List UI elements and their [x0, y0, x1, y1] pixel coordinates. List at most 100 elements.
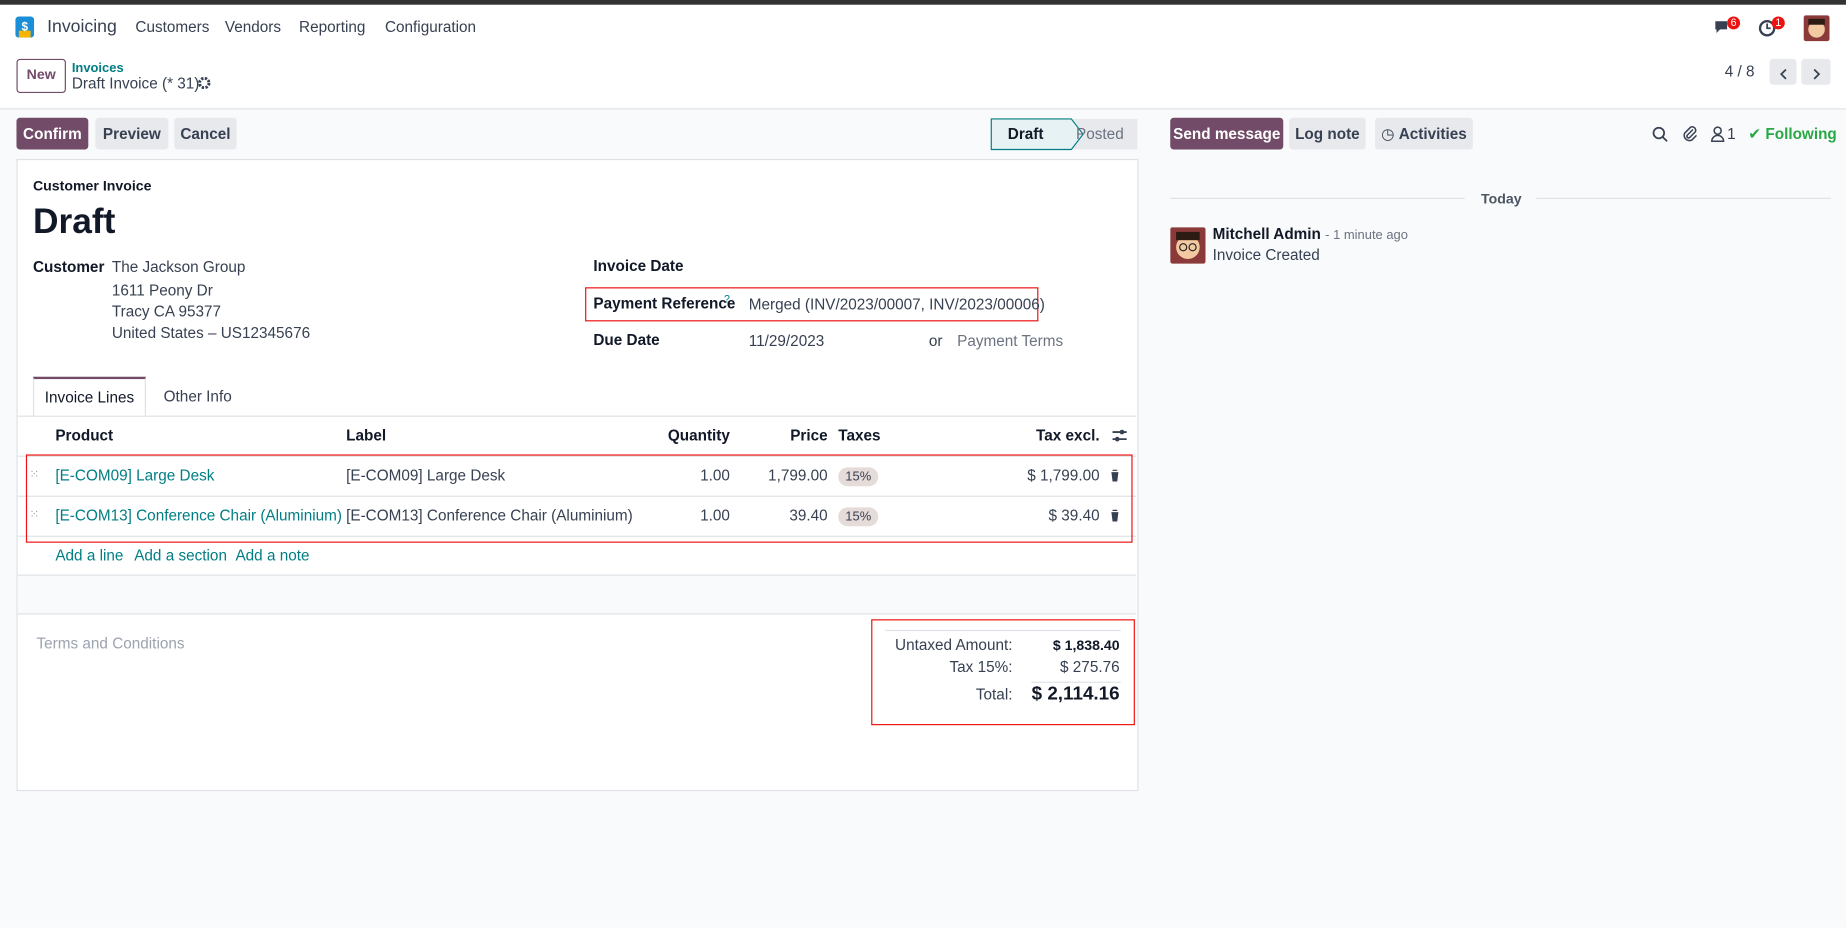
help-mark[interactable]: ? — [724, 293, 730, 305]
status-posted[interactable]: Posted — [1076, 124, 1124, 143]
drag-handle[interactable]: ⁙ — [29, 508, 39, 522]
column-header: Taxes — [838, 426, 881, 444]
row-line — [17, 455, 1137, 457]
tab-active[interactable]: Invoice Lines — [32, 376, 146, 416]
total-value: $ 1,838.40 — [1052, 636, 1120, 654]
row-line — [17, 535, 1137, 537]
table-footer — [17, 574, 1137, 615]
add-link[interactable]: Add a section — [134, 546, 227, 564]
date-separator: Today — [1481, 190, 1522, 208]
badge: 1 — [1771, 16, 1785, 30]
column-settings-icon[interactable] — [1111, 429, 1127, 443]
label-cell[interactable]: [E-COM09] Large Desk — [346, 466, 506, 484]
customer-line: United States – US12345676 — [111, 323, 311, 342]
subtotal-cell: $ 39.40 — [1048, 506, 1100, 524]
column-header: Quantity — [667, 426, 730, 444]
quantity-cell[interactable]: 1.00 — [700, 466, 730, 484]
customer-line: 1611 Peony Dr — [111, 281, 213, 300]
totals-line — [1031, 681, 1121, 683]
menu-item[interactable]: Vendors — [224, 17, 282, 36]
message-header: Mitchell Admin - 1 minute ago — [1213, 225, 1408, 245]
customer-line: Tracy CA 95377 — [111, 302, 222, 321]
total-label: Total: — [975, 685, 1013, 703]
message-body: Invoice Created — [1212, 246, 1320, 264]
tab[interactable]: Other Info — [163, 387, 232, 405]
payment-reference[interactable]: Merged (INV/2023/00007, INV/2023/00006) — [748, 295, 1045, 314]
status-bar — [990, 118, 1138, 151]
field-label: Invoice Date — [593, 256, 684, 275]
send-message-button[interactable]: Send message — [1170, 117, 1284, 150]
total-label: Untaxed Amount: — [895, 635, 1013, 654]
total-value: $ 2,114.16 — [1031, 684, 1120, 705]
following-status[interactable]: ✔ Following — [1748, 124, 1837, 143]
field-label: Customer — [32, 257, 105, 276]
subtotal-cell: $ 1,799.00 — [1027, 466, 1100, 484]
status-draft[interactable]: Draft — [1007, 124, 1044, 143]
followers-icon[interactable] — [1711, 126, 1725, 143]
menu-item[interactable]: Customers — [135, 17, 210, 36]
highlight-box — [25, 454, 1133, 543]
app-logo[interactable]: $ — [15, 16, 35, 38]
log-note-button[interactable]: Log note — [1289, 117, 1366, 150]
confirm-button[interactable]: Confirm — [16, 117, 89, 150]
total-value: $ 275.76 — [1060, 658, 1120, 676]
field-label: Payment Reference — [593, 294, 736, 312]
tax-tag[interactable]: 15% — [838, 467, 879, 487]
row-line — [17, 495, 1137, 497]
author-avatar — [1170, 227, 1206, 264]
preview-button[interactable]: Preview — [95, 117, 169, 150]
separator-line — [1170, 197, 1465, 199]
pager: 4 / 8 — [1724, 62, 1755, 81]
tax-tag[interactable]: 15% — [838, 507, 879, 527]
column-header: Label — [346, 426, 387, 444]
svg-text:$: $ — [21, 21, 28, 34]
column-header: Price — [790, 426, 828, 444]
payment-terms[interactable]: Payment Terms — [957, 331, 1064, 350]
price-cell[interactable]: 1,799.00 — [768, 466, 828, 484]
quantity-cell[interactable]: 1.00 — [700, 506, 730, 524]
search-icon[interactable] — [1652, 126, 1668, 142]
add-link[interactable]: Add a note — [235, 546, 310, 564]
tab-line — [17, 415, 1137, 417]
pager-next[interactable] — [1801, 58, 1831, 85]
user-avatar[interactable] — [1803, 15, 1830, 42]
app-name[interactable]: Invoicing — [47, 16, 117, 37]
breadcrumb-parent[interactable]: Invoices — [71, 61, 124, 76]
product-cell[interactable]: [E-COM13] Conference Chair (Aluminium) — [55, 506, 342, 524]
price-cell[interactable]: 39.40 — [789, 506, 828, 524]
message-time: - 1 minute ago — [1325, 228, 1408, 243]
form-sheet — [16, 158, 1139, 792]
pager-prev[interactable] — [1769, 58, 1797, 85]
gear-icon[interactable] — [198, 76, 211, 90]
top-strip — [0, 0, 1846, 5]
message-author[interactable]: Mitchell Admin — [1212, 224, 1321, 243]
cancel-button[interactable]: Cancel — [174, 117, 237, 150]
terms-placeholder[interactable]: Terms and Conditions — [36, 634, 185, 653]
product-cell[interactable]: [E-COM09] Large Desk — [55, 466, 215, 484]
delete-icon[interactable] — [1109, 509, 1121, 528]
menu-item[interactable]: Configuration — [384, 17, 477, 36]
invoice-state: Draft — [32, 202, 116, 242]
highlight-box — [585, 287, 1039, 322]
customer-line[interactable]: The Jackson Group — [111, 257, 246, 276]
followers-count[interactable]: 1 — [1727, 124, 1736, 143]
breadcrumb-current: Draft Invoice (* 31) — [71, 74, 200, 92]
activities-button[interactable]: ◷ Activities — [1375, 117, 1473, 150]
field-label: Due Date — [593, 330, 660, 349]
due-date[interactable]: 11/29/2023 — [748, 331, 825, 350]
attachment-icon[interactable] — [1681, 125, 1698, 143]
highlight-box — [871, 619, 1135, 726]
menu-item[interactable]: Reporting — [299, 17, 366, 36]
label-cell[interactable]: [E-COM13] Conference Chair (Aluminium) — [346, 506, 633, 524]
delete-icon[interactable] — [1109, 469, 1121, 488]
column-header: Product — [55, 426, 114, 444]
totals-line — [885, 629, 1121, 632]
new-button[interactable]: New — [16, 58, 66, 94]
drag-handle[interactable]: ⁙ — [29, 468, 39, 482]
or-text: or — [928, 331, 943, 350]
following-label: Following — [1765, 124, 1837, 143]
messages-icon[interactable] — [1713, 19, 1732, 35]
add-link[interactable]: Add a line — [55, 546, 124, 564]
